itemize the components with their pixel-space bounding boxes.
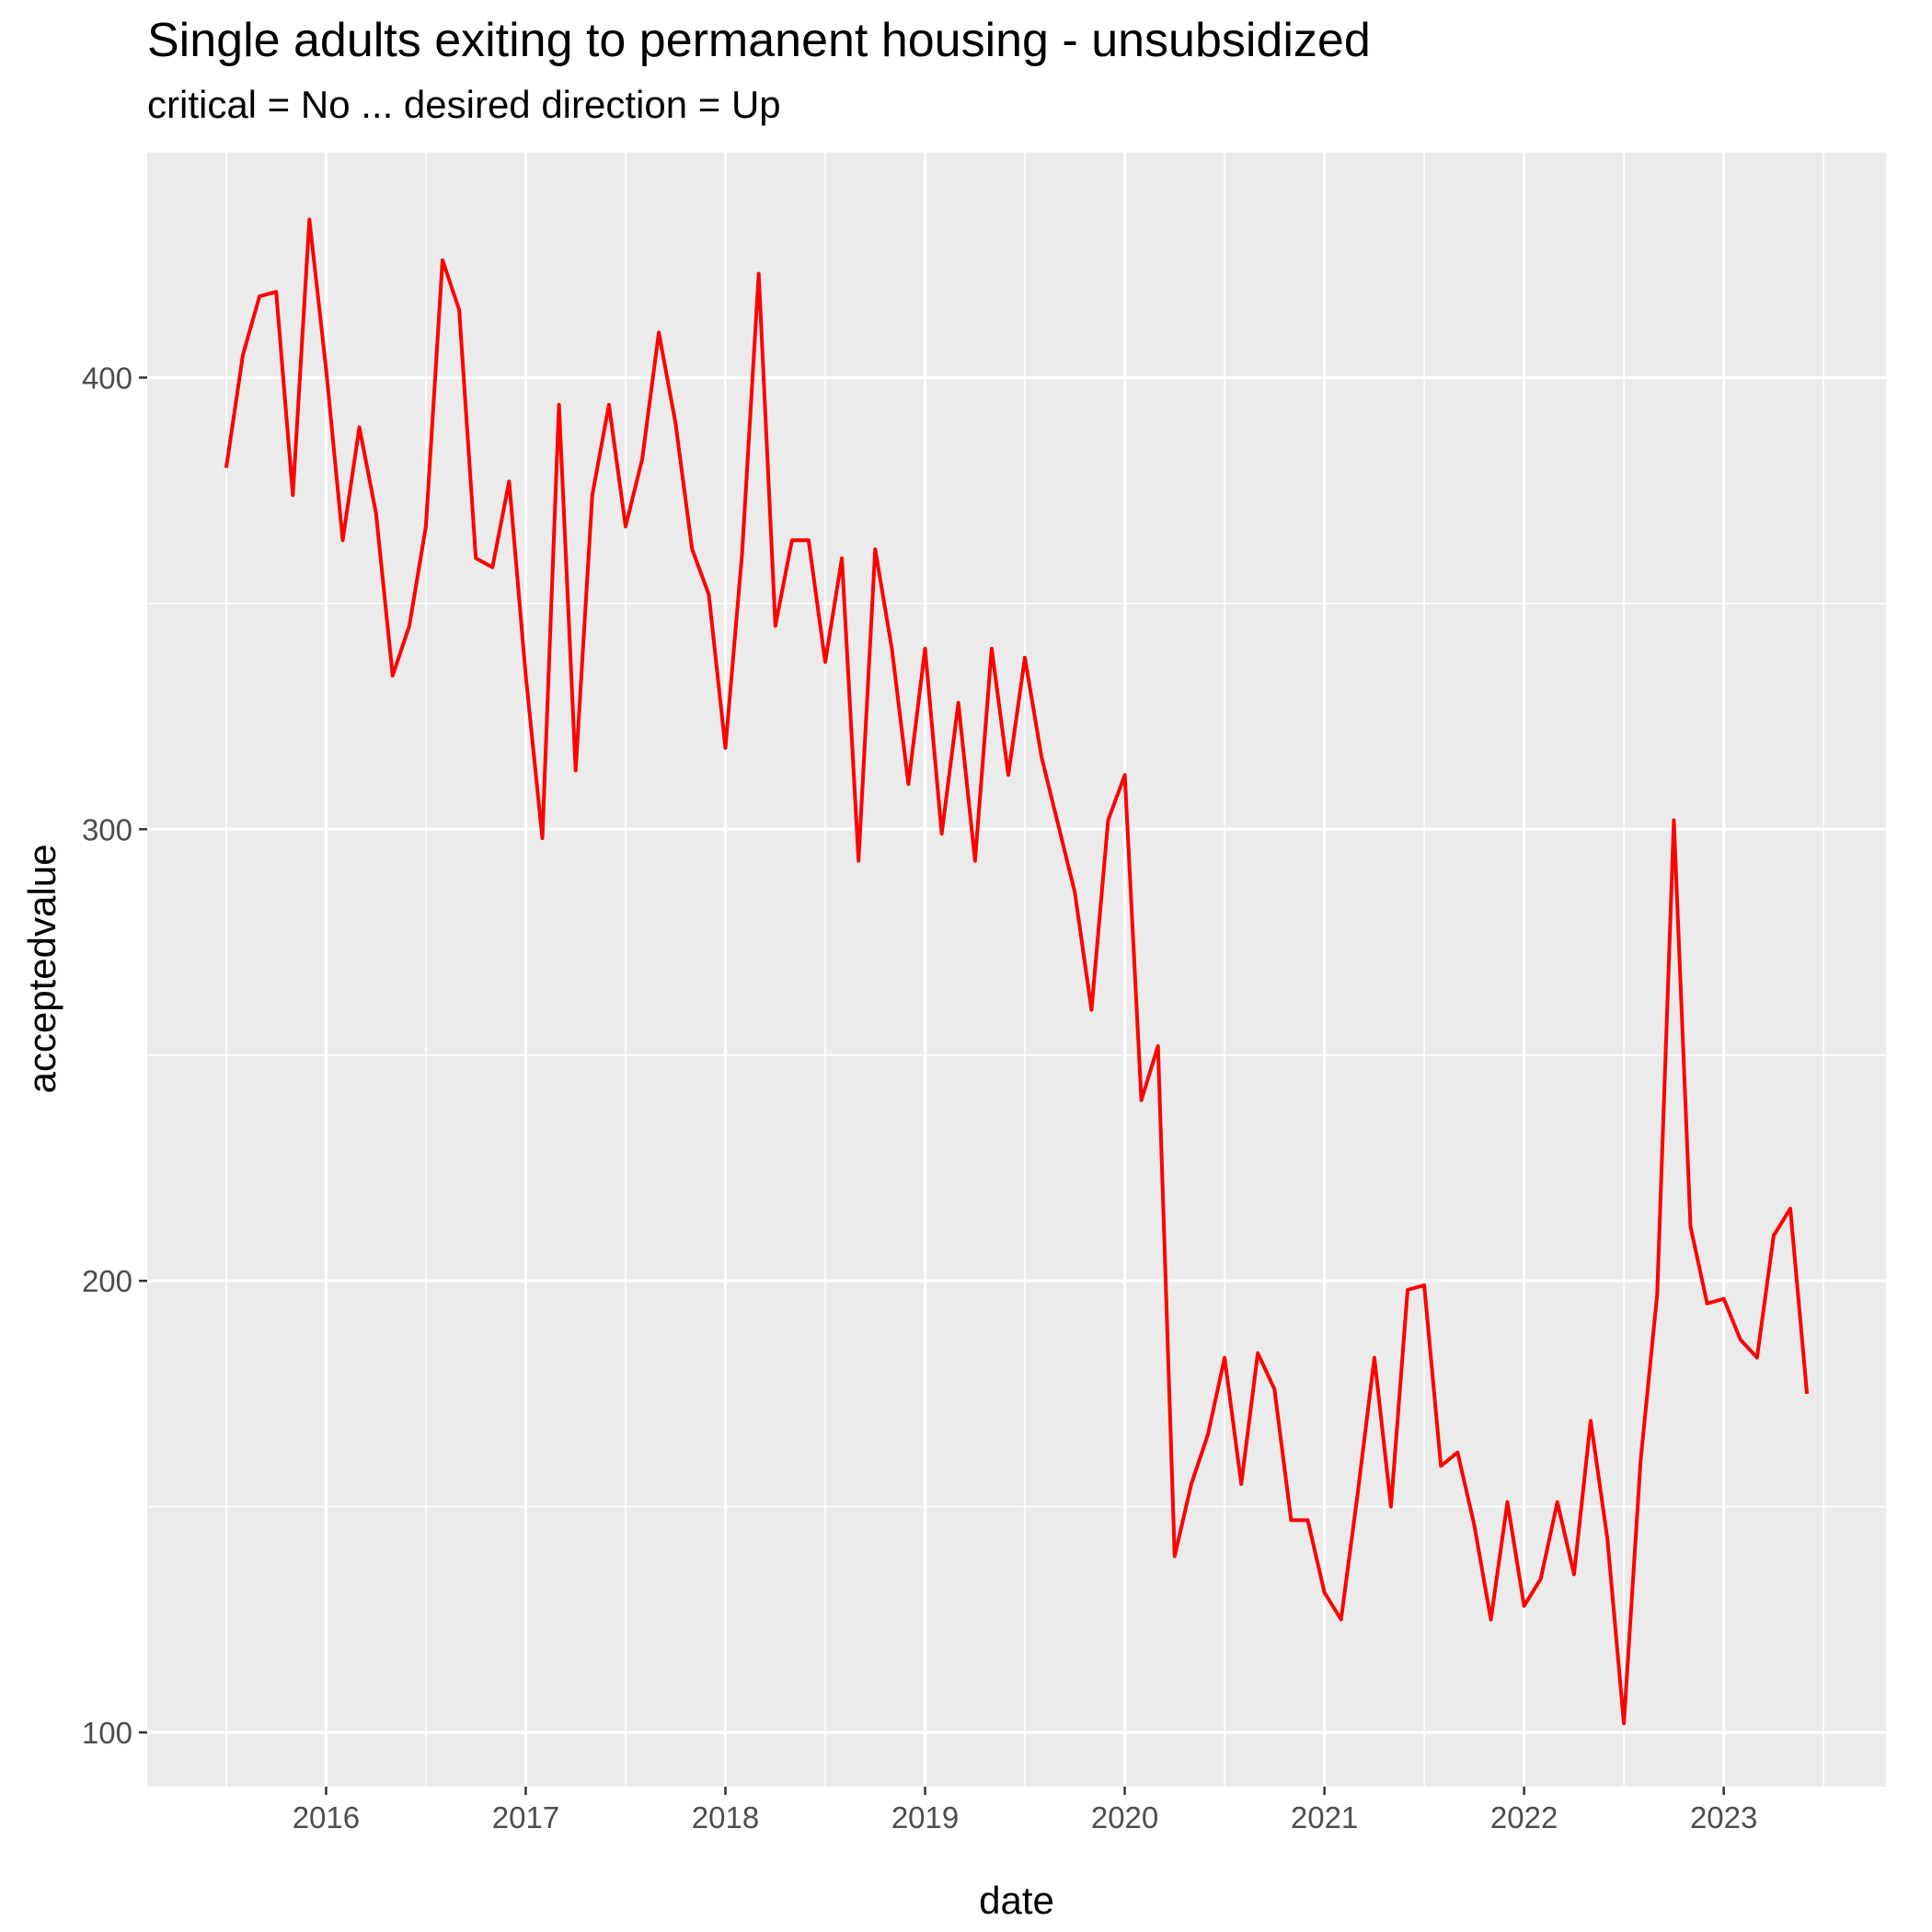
y-axis: 100 200 300 400 bbox=[82, 361, 147, 1750]
x-tick-label: 2018 bbox=[692, 1800, 759, 1834]
chart-title: Single adults exiting to permanent housi… bbox=[147, 14, 1371, 67]
x-tick-label: 2020 bbox=[1091, 1800, 1158, 1834]
chart-subtitle: critical = No ... desired direction = Up bbox=[147, 83, 781, 126]
y-axis-title: acceptedvalue bbox=[20, 845, 63, 1094]
y-tick-label: 100 bbox=[82, 1716, 132, 1750]
y-tick-label: 200 bbox=[82, 1264, 132, 1298]
x-tick-label: 2017 bbox=[492, 1800, 559, 1834]
x-tick-label: 2023 bbox=[1690, 1800, 1757, 1834]
x-tick-label: 2019 bbox=[891, 1800, 959, 1834]
x-tick-label: 2016 bbox=[293, 1800, 360, 1834]
major-gridlines bbox=[147, 152, 1886, 1787]
x-axis-title: date bbox=[979, 1879, 1054, 1922]
x-axis: 2016 2017 2018 2019 2020 2021 2022 2023 bbox=[293, 1787, 1757, 1834]
y-tick-label: 300 bbox=[82, 812, 132, 846]
x-tick-label: 2022 bbox=[1490, 1800, 1558, 1834]
y-tick-label: 400 bbox=[82, 361, 132, 395]
series-line bbox=[224, 217, 1810, 1726]
x-tick-label: 2021 bbox=[1291, 1800, 1358, 1834]
plot-panel bbox=[147, 152, 1886, 1787]
minor-gridlines bbox=[147, 151, 1886, 1787]
